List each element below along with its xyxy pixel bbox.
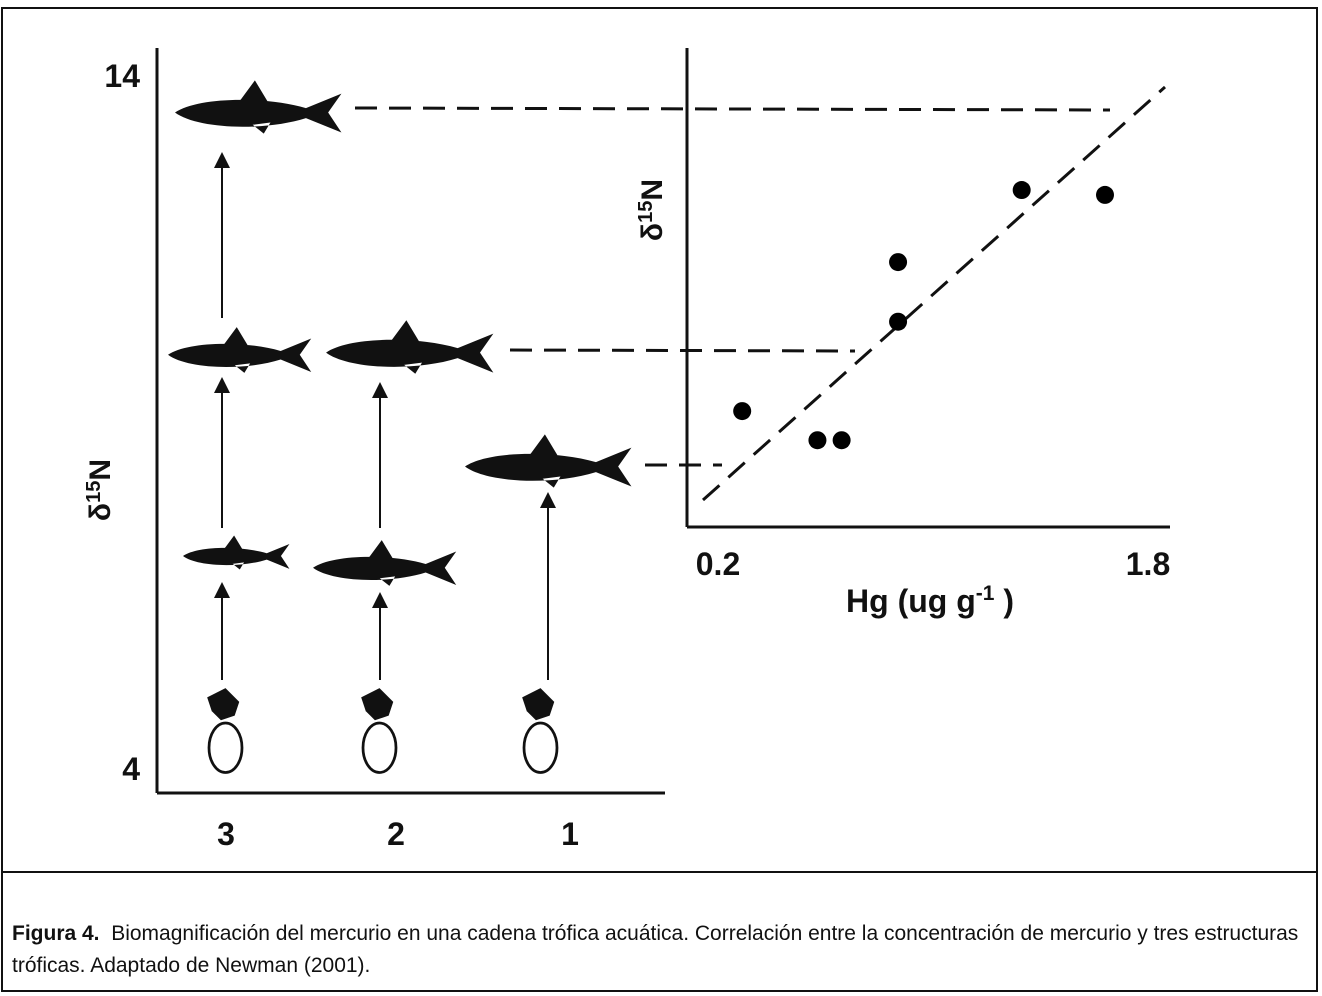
arrows: [214, 152, 556, 680]
x-tick-label: 0.2: [696, 546, 740, 582]
guide-lines: [354, 85, 1166, 502]
caption-text: Biomagnificación del mercurio en una cad…: [12, 922, 1299, 977]
data-point: [832, 431, 851, 450]
y-axis-label: δ15N: [83, 459, 117, 521]
data-point: [733, 402, 752, 421]
caption-label: Figura 4.: [12, 922, 100, 945]
data-point: [889, 312, 908, 331]
frame: [1, 7, 1318, 992]
data-point: [1012, 181, 1031, 200]
y-tick-label: 14: [104, 58, 140, 94]
x-category-label: 1: [561, 816, 579, 852]
x-axis-label: Hg (ug g-1 ): [846, 582, 1014, 619]
data-point: [1096, 185, 1114, 204]
caption: Figura 4. Biomagnificación del mercurio …: [12, 918, 1308, 982]
data-point: [889, 253, 908, 272]
axes: [155, 48, 1170, 795]
x-category-label: 3: [217, 816, 235, 852]
data-point: [808, 431, 827, 450]
x-tick-label: 1.8: [1126, 546, 1170, 582]
x-category-label: 2: [387, 816, 405, 852]
y-tick-label: 4: [122, 751, 140, 787]
organisms: [168, 80, 632, 774]
y-axis-label-right: δ15N: [635, 179, 669, 241]
